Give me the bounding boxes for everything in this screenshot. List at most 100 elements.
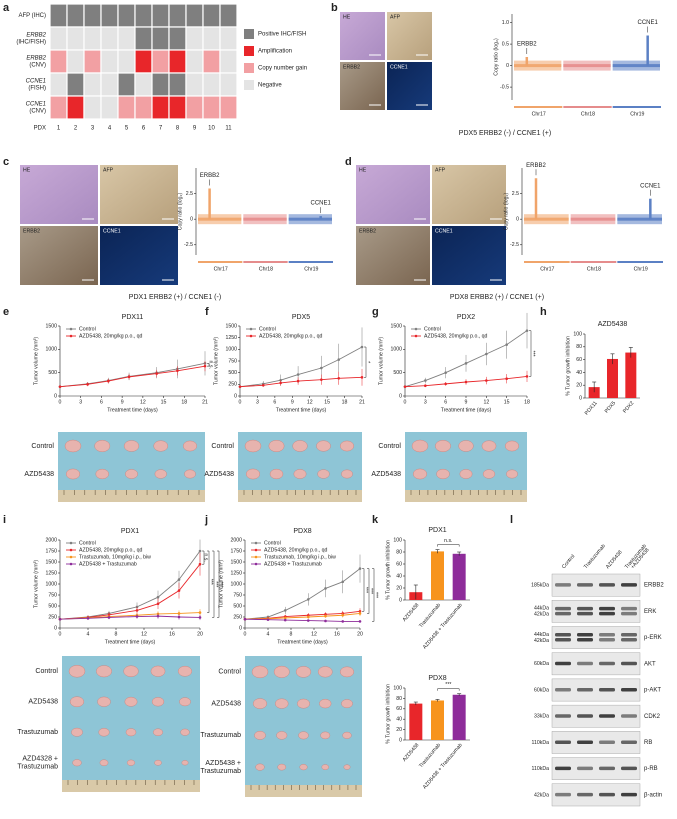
- data-point: [360, 345, 364, 349]
- legend-marker: [69, 555, 73, 559]
- data-point: [198, 616, 202, 619]
- data-point: [177, 612, 181, 615]
- chromosome-label: Chr18: [587, 266, 601, 272]
- data-point: [176, 369, 179, 373]
- blot-band: [621, 766, 637, 771]
- ruler: [405, 490, 527, 502]
- blot-band: [599, 740, 615, 744]
- legend-marker: [254, 541, 258, 545]
- tumor: [154, 469, 167, 479]
- caption: PDX8 ERBB2 (+) / CCNE1 (+): [450, 294, 544, 301]
- x-tick-label: 8: [290, 631, 293, 637]
- ruler: [245, 785, 362, 797]
- protein-label: p-ERK: [644, 635, 662, 641]
- protein-label: ERK: [644, 609, 656, 615]
- data-point: [464, 380, 468, 384]
- chromosome-label: Chr19: [304, 266, 318, 272]
- y-tick-label: 0: [399, 597, 402, 603]
- x-tick-label: Trastuzumab: [418, 602, 442, 629]
- copy-ratio-core: [288, 217, 332, 221]
- blot-band: [621, 606, 637, 611]
- copy-ratio-core: [570, 217, 616, 221]
- heatmap-cell: [168, 95, 187, 120]
- data-point: [279, 381, 282, 385]
- tumor: [321, 764, 329, 770]
- heatmap-cell: [66, 72, 85, 97]
- x-tick-label: 9: [291, 399, 294, 405]
- chromosome-bar: [612, 106, 661, 108]
- data-point: [337, 358, 341, 361]
- x-tick-label: 12: [141, 631, 147, 637]
- legend-label: AZD5438, 20mg/kg p.o., qd: [259, 333, 323, 339]
- x-tick-label: 9: [121, 399, 124, 405]
- y-tick-label: 750: [233, 592, 242, 598]
- x-tick-label: 0: [239, 399, 242, 405]
- data-point: [324, 619, 327, 623]
- tumor: [341, 699, 353, 709]
- tumor: [458, 440, 474, 452]
- column-label: 9: [193, 126, 197, 132]
- tumor: [251, 665, 269, 679]
- legend-label: Amplification: [258, 49, 292, 55]
- blot-band: [599, 606, 615, 611]
- y-axis-label: % Tumor growth inhibition: [385, 684, 391, 744]
- tumor: [273, 665, 290, 678]
- x-tick-label: PDX2: [622, 400, 635, 414]
- kda-label: 44kDa: [534, 606, 549, 612]
- y-tick-label: 2.5: [512, 191, 519, 197]
- blot-band: [577, 611, 593, 616]
- heatmap-cell: [100, 95, 119, 120]
- heatmap-cell: [219, 26, 238, 51]
- tumor: [342, 731, 352, 739]
- y-tick-label: 1000: [45, 347, 57, 353]
- bar: [409, 703, 423, 740]
- legend-swatch: [244, 46, 254, 56]
- heatmap-cell: [83, 26, 102, 51]
- x-tick-label: 9: [465, 399, 468, 405]
- x-tick-label: 18: [524, 399, 530, 405]
- legend-label: AZD5438, 20mg/kg p.o., qd: [264, 547, 328, 553]
- image-label: CCNE1: [390, 64, 408, 70]
- chromosome-bar: [524, 261, 570, 263]
- legend-marker: [69, 327, 73, 331]
- y-tick-label: 1250: [45, 570, 57, 576]
- blot-band: [599, 611, 615, 616]
- legend-label: AZD5438 + Trastuzumab: [79, 561, 137, 567]
- significance-bracket: [364, 346, 367, 378]
- tumor: [94, 439, 111, 453]
- tumor: [412, 468, 428, 480]
- column-label: 2: [74, 126, 78, 132]
- protein-label: p-AKT: [644, 688, 661, 694]
- x-axis-label: Treatment time (days): [441, 407, 492, 413]
- x-tick-label: PDX11: [584, 400, 599, 416]
- data-point: [337, 376, 341, 380]
- tumor: [153, 728, 163, 737]
- x-tick-label: 0: [404, 399, 407, 405]
- kda-label: 110kDa: [532, 740, 550, 746]
- x-tick-label: 8: [115, 631, 118, 637]
- data-point: [341, 580, 345, 584]
- column-label: 8: [176, 126, 180, 132]
- lane-label: Trastuzumab: [583, 543, 607, 570]
- data-point: [296, 373, 300, 376]
- blot-band: [621, 740, 637, 744]
- heatmap-cell: [134, 3, 153, 28]
- y-tick-label: 80: [576, 344, 582, 350]
- legend-label: Negative: [258, 83, 282, 89]
- heatmap-cell: [202, 26, 221, 51]
- blot-band: [621, 714, 637, 718]
- chart-title: PDX2: [457, 314, 475, 321]
- heatmap-cell: [151, 72, 170, 97]
- panel-letter: k: [372, 514, 379, 526]
- blot-band: [577, 583, 593, 587]
- blot-strip: [551, 652, 641, 676]
- y-tick-label: 100: [393, 685, 402, 691]
- significance-bracket: [529, 330, 532, 377]
- y-tick-label: 0: [54, 393, 57, 399]
- data-point: [324, 614, 327, 618]
- blot-band: [555, 661, 571, 666]
- data-point: [266, 618, 270, 621]
- heatmap-cell: [66, 49, 85, 74]
- y-tick-label: 0: [516, 217, 519, 223]
- data-point: [505, 343, 508, 346]
